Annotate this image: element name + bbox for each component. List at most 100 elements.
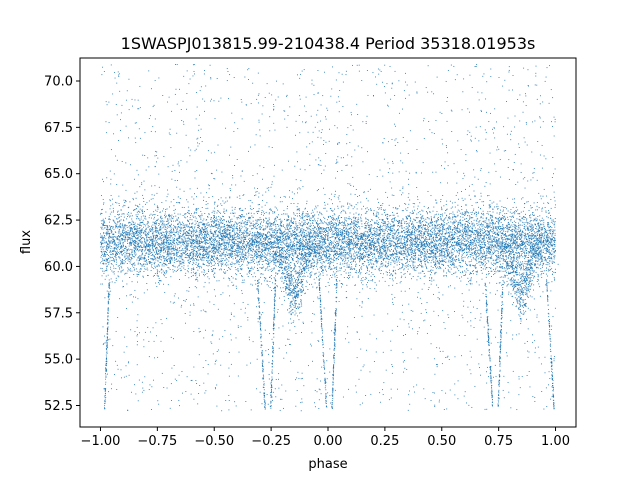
data-point: [133, 241, 135, 243]
data-point: [432, 233, 434, 235]
data-point: [434, 227, 436, 229]
data-point: [513, 275, 515, 276]
data-point: [413, 245, 415, 247]
data-point: [550, 243, 552, 245]
data-point: [495, 226, 497, 228]
data-point: [351, 233, 353, 235]
data-point: [181, 235, 183, 237]
data-point: [331, 227, 333, 229]
data-point: [368, 250, 370, 252]
data-point: [535, 209, 537, 211]
data-point: [137, 237, 139, 239]
data-point: [336, 269, 338, 270]
data-point: [373, 245, 375, 247]
data-point: [100, 226, 102, 228]
data-point: [319, 253, 320, 255]
data-point: [302, 255, 304, 257]
data-point: [131, 255, 133, 257]
data-point: [387, 262, 389, 264]
data-point: [107, 244, 109, 246]
data-point: [187, 255, 189, 256]
data-point: [285, 254, 286, 256]
data-point: [467, 212, 469, 213]
data-point: [508, 256, 510, 258]
data-point: [186, 211, 188, 213]
data-point: [156, 247, 158, 249]
data-point: [422, 252, 424, 253]
data-point: [379, 257, 381, 259]
data-point: [142, 223, 144, 225]
data-point: [200, 217, 202, 219]
data-point: [270, 274, 272, 276]
data-point: [449, 213, 450, 215]
data-point: [141, 254, 143, 256]
data-point: [299, 247, 301, 249]
data-point: [131, 242, 133, 244]
data-point: [399, 246, 401, 248]
data-point: [109, 242, 111, 244]
data-point: [469, 248, 471, 250]
data-point: [133, 224, 135, 225]
data-point: [339, 230, 341, 232]
data-point: [312, 251, 314, 253]
data-point: [335, 244, 337, 246]
data-point: [291, 252, 293, 254]
data-point: [510, 284, 512, 286]
data-point: [279, 228, 281, 230]
data-point: [155, 220, 157, 222]
data-point: [253, 226, 255, 228]
data-point: [236, 217, 238, 219]
data-point: [240, 230, 242, 232]
data-point: [105, 238, 107, 240]
data-point: [240, 268, 241, 270]
data-point: [301, 243, 303, 245]
data-point: [132, 262, 134, 264]
data-point: [121, 234, 123, 235]
data-point: [206, 236, 208, 238]
data-point: [465, 273, 466, 275]
data-point: [123, 228, 125, 230]
data-point: [468, 226, 470, 228]
data-point: [521, 250, 523, 252]
data-point: [364, 240, 366, 242]
data-point: [336, 232, 338, 234]
data-point: [531, 250, 533, 252]
data-point: [465, 247, 467, 249]
data-point: [130, 229, 132, 231]
data-point: [407, 252, 409, 254]
data-point: [170, 227, 172, 229]
data-point: [295, 234, 297, 236]
data-point: [371, 236, 373, 237]
data-point: [492, 228, 494, 230]
data-point: [135, 246, 137, 247]
data-point: [137, 230, 139, 232]
data-point: [513, 229, 515, 231]
data-point: [208, 237, 210, 239]
data-point: [335, 222, 337, 224]
data-point: [170, 257, 172, 259]
data-point: [463, 275, 465, 276]
data-point: [345, 232, 347, 234]
data-point: [366, 235, 368, 237]
data-point: [269, 241, 271, 243]
data-point: [314, 218, 316, 220]
data-point: [362, 243, 364, 244]
data-point: [233, 245, 234, 247]
data-point: [177, 219, 179, 221]
data-point: [273, 261, 275, 263]
data-point: [189, 258, 191, 260]
data-point: [298, 210, 300, 212]
data-point: [213, 216, 215, 218]
data-point: [208, 255, 209, 257]
data-point: [187, 268, 189, 270]
data-point: [527, 264, 529, 266]
data-point: [110, 211, 112, 213]
data-point: [327, 240, 329, 241]
data-point: [369, 239, 370, 241]
data-point: [435, 263, 437, 265]
data-point: [472, 225, 474, 227]
data-point: [423, 224, 424, 226]
data-point: [213, 268, 214, 270]
data-point: [296, 244, 298, 246]
data-point: [114, 242, 116, 244]
